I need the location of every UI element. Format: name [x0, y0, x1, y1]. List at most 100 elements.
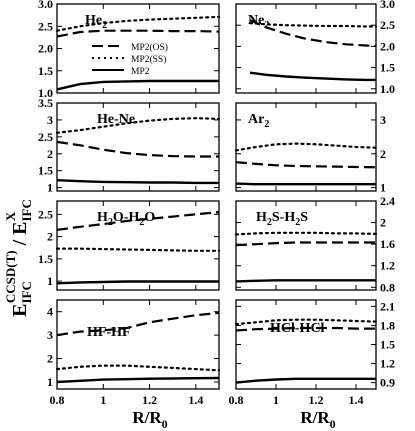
y-tick-label: 2.4	[380, 194, 395, 208]
y-tick-label: 2.1	[380, 299, 395, 313]
y-tick-label: 2	[47, 230, 53, 244]
y-tick-label: 0.9	[380, 376, 395, 390]
series-line-dotted	[234, 142, 378, 152]
y-tick-label: 1.5	[380, 338, 395, 352]
series-line-solid	[235, 182, 376, 186]
y-tick-label: 3	[47, 113, 53, 127]
series-line-dashed	[56, 140, 219, 158]
y-axis-label: EIFCCCSD(T) / EIFCX	[3, 199, 34, 317]
series-line-dotted	[234, 231, 378, 236]
panel-title: HCl-HCl	[270, 321, 325, 336]
panel-title: Ar2	[248, 112, 269, 130]
panel-title: HF-HF	[87, 325, 131, 340]
y-tick-label: 1.5	[38, 64, 53, 78]
legend: MP2(OS)MP2(SS) MP2	[92, 42, 168, 77]
y-tick-label: 2	[47, 147, 53, 161]
y-tick-label: 2.0	[380, 39, 395, 53]
y-tick-label: 3.5	[38, 96, 53, 110]
y-tick-label: 2	[380, 216, 386, 230]
plot-frame	[56, 200, 220, 291]
y-tick-label: 2.5	[380, 18, 395, 32]
chart-panel-7: 1 2 3 4 0.8 1 1.2 1.4 HF-HF	[47, 299, 221, 407]
x-tick-label: 1.4	[349, 393, 364, 407]
plot-frame	[235, 299, 377, 390]
x-tick-label: 1.4	[188, 393, 203, 407]
y-tick-label: 1.6	[380, 237, 395, 251]
x-tick-label: 1	[100, 393, 106, 407]
panel-title: Ne2	[248, 13, 269, 31]
panel-title: He-Ne	[97, 112, 135, 127]
x-tick-label: 0.8	[50, 393, 65, 407]
series-line-dashed	[235, 326, 376, 332]
series-line-solid	[56, 280, 219, 285]
x-axis-label-left: R/R0	[132, 408, 167, 431]
series-line-dotted	[55, 364, 221, 372]
x-tick-label: 1.2	[309, 393, 324, 407]
y-tick-label: 3.0	[38, 0, 53, 11]
panels: 1.0 1.5 2.0 2.5 3.0 He2 1.0 1.5 2.0 2.5 3.0 Ne2 1 1.5…	[38, 0, 395, 407]
plot-frame	[56, 299, 220, 390]
panel-title: H2O-H2O	[97, 210, 155, 228]
y-tick-label: 3.0	[380, 0, 395, 11]
series-line-dotted	[55, 117, 221, 134]
series-line-dashed	[235, 241, 376, 247]
series-line-dotted	[55, 247, 221, 252]
y-tick-label: 2	[47, 352, 53, 366]
y-tick-label: 2.0	[38, 42, 53, 56]
y-tick-label: 1.5	[380, 61, 395, 75]
y-tick-label: 3	[380, 113, 386, 127]
panel-title: H2S-H2S	[256, 210, 308, 228]
plot-frame	[235, 200, 377, 291]
chart-panel-8: 0.9 1.2 1.5 1.8 2.1 0.8 1 1.2 1.4 HCl-HCl	[229, 299, 395, 407]
series-line-dashed	[56, 29, 220, 38]
y-tick-label: 1.5	[38, 252, 53, 266]
y-tick-label: 1.0	[380, 82, 395, 96]
y-tick-label: 1	[380, 181, 386, 195]
y-tick-label: 1.8	[380, 318, 395, 332]
y-tick-label: 1	[47, 274, 53, 288]
chart-panel-1: 1.0 1.5 2.0 2.5 3.0 He2	[38, 0, 221, 100]
chart-panel-6: 0.8 1.2 1.6 2 2.4 H2S-H2S	[234, 194, 395, 294]
x-tick-label: 1	[273, 393, 279, 407]
series-line-dashed	[56, 311, 220, 337]
chart-panel-2: 1.0 1.5 2.0 2.5 3.0 Ne2	[235, 0, 395, 96]
series-line-solid	[235, 377, 376, 384]
series-line-solid	[56, 376, 220, 384]
plot-frame	[235, 3, 377, 94]
y-tick-label: 4	[47, 305, 53, 319]
y-tick-label: 2	[380, 147, 386, 161]
chart-panel-3: 1 1.5 2 2.5 3 3.5 He-Ne	[38, 96, 221, 195]
panel-title: He2	[85, 13, 107, 31]
legend-label: MP2(SS)	[131, 54, 166, 65]
y-tick-label: 3	[47, 328, 53, 342]
series-line-solid	[56, 179, 219, 185]
series-line-solid	[235, 279, 376, 283]
series-line-dashed	[249, 19, 377, 48]
series-line-dotted	[248, 22, 378, 28]
series-line-dashed	[56, 211, 220, 231]
y-tick-label: 1.0	[38, 86, 53, 100]
y-tick-label: 1	[47, 181, 53, 195]
y-tick-label: 1	[47, 375, 53, 389]
plot-frame	[56, 102, 220, 192]
series-line-dotted	[55, 15, 221, 32]
y-tick-label: 1.2	[380, 259, 395, 273]
chart-panel-4: 1 2 3 Ar2	[234, 102, 386, 195]
x-axis-label-right: R/R0	[300, 408, 335, 431]
x-tick-label: 0.8	[229, 393, 244, 407]
y-tick-label: 2.5	[38, 207, 53, 221]
y-tick-label: 2.5	[38, 130, 53, 144]
series-line-dotted	[234, 318, 378, 326]
y-tick-label: 1.2	[380, 357, 395, 371]
chart-panel-5: 1 1.5 2 2.5 H2O-H2O	[38, 200, 221, 291]
legend-label: MP2	[131, 67, 150, 77]
x-tick-label: 1.2	[142, 393, 157, 407]
y-tick-label: 0.8	[380, 280, 395, 294]
y-tick-label: 1.5	[38, 164, 53, 178]
series-line-solid	[249, 71, 376, 82]
series-line-dashed	[235, 161, 377, 169]
legend-label: MP2(OS)	[131, 42, 168, 53]
y-tick-label: 2.5	[38, 19, 53, 33]
series-line-solid	[56, 79, 219, 91]
